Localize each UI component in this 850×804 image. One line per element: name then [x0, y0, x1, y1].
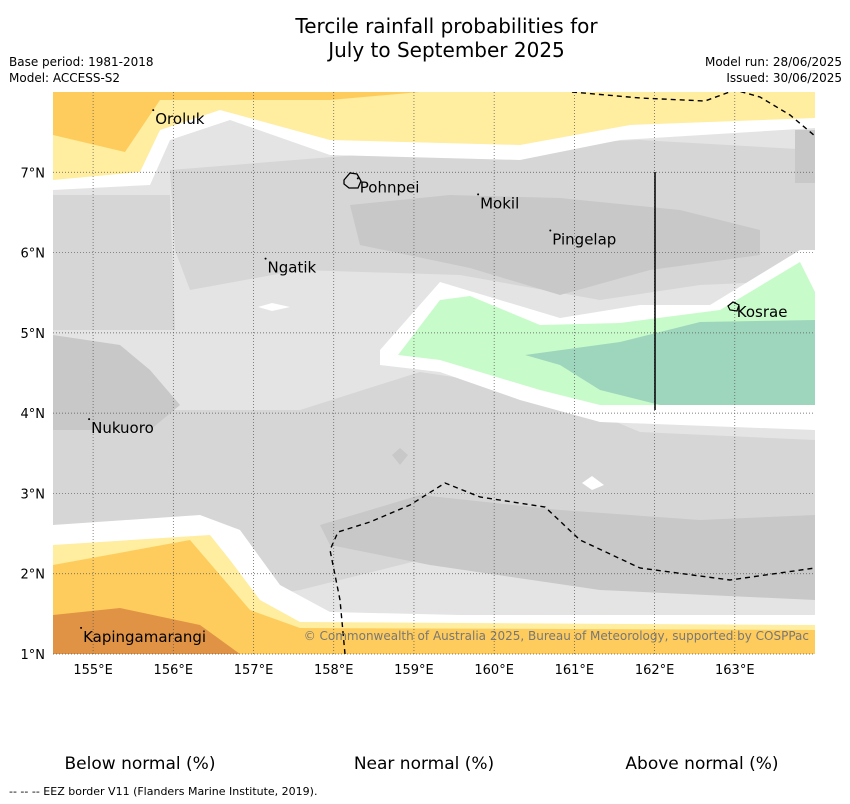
near-normal-60-field-mokil	[350, 195, 760, 295]
lat-tick-label: 5°N	[21, 327, 46, 342]
axis-ticks: 155°E 156°E 157°E 158°E 159°E 160°E 161°E 162°E…	[21, 166, 755, 678]
lat-tick-label: 2°N	[21, 568, 46, 583]
near-normal-60-field-east-south	[320, 495, 815, 600]
place-label: Kosrae	[737, 303, 788, 321]
place-labels: Oroluk Pohnpei Mokil Pingelap Ngatik Kosrae Nu…	[80, 109, 787, 646]
place-marker	[733, 301, 736, 304]
pohnpei-outline	[343, 172, 362, 189]
lon-tick-label: 159°E	[394, 663, 434, 678]
place-marker	[88, 418, 91, 421]
place-marker	[477, 193, 480, 196]
small-grey-patch	[392, 448, 408, 465]
lat-tick-label: 6°N	[21, 247, 46, 262]
below-normal-label: Below normal (%)	[64, 754, 216, 774]
lon-tick-label: 156°E	[154, 663, 194, 678]
lon-tick-label: 163°E	[715, 663, 755, 678]
eez-borders	[329, 92, 815, 654]
near-normal-label: Near normal (%)	[353, 754, 495, 774]
meta-left: Base period: 1981-2018 Model: ACCESS-S2	[9, 54, 154, 86]
below-normal-40-field-north	[53, 92, 815, 180]
near-normal-60-field-nukuoro	[53, 335, 180, 430]
place-label: Pohnpei	[360, 178, 420, 196]
base-period: Base period: 1981-2018	[9, 55, 154, 69]
eez-footnote: -- -- -- EEZ border V11 (Flanders Marine…	[9, 785, 318, 798]
model-run: Model run: 28/06/2025	[704, 55, 842, 69]
eez-border-north	[571, 92, 815, 137]
lon-tick-label: 161°E	[555, 663, 595, 678]
place-label: Nukuoro	[91, 419, 154, 437]
map-fields	[53, 92, 815, 654]
map-title: Tercile rainfall probabilities for July …	[0, 14, 850, 62]
ngatik-white-patch	[258, 303, 290, 311]
lat-tick-label: 4°N	[21, 407, 46, 422]
lat-tick-label: 3°N	[21, 487, 46, 502]
place-marker	[356, 177, 359, 180]
title-line-2: July to September 2025	[328, 38, 565, 62]
issued-date: Issued: 30/06/2025	[726, 71, 842, 85]
lon-tick-label: 155°E	[73, 663, 113, 678]
place-label: Mokil	[480, 194, 519, 212]
place-marker	[152, 109, 155, 112]
below-normal-50-field-south	[53, 540, 815, 654]
place-marker	[264, 257, 267, 260]
meta-right: Model run: 28/06/2025 Issued: 30/06/2025	[705, 54, 842, 86]
place-marker	[80, 626, 83, 629]
eez-border-south	[329, 482, 815, 654]
lon-tick-label: 160°E	[474, 663, 514, 678]
kosrae-outline	[727, 301, 740, 312]
place-marker	[549, 229, 552, 232]
above-normal-label: Above normal (%)	[625, 754, 779, 774]
lon-tick-label: 158°E	[314, 663, 354, 678]
lon-tick-label: 162°E	[635, 663, 675, 678]
below-normal-50-field-north	[53, 92, 420, 152]
above-normal-50-field	[525, 320, 815, 405]
graticule	[53, 92, 815, 655]
small-white-patch	[582, 476, 604, 490]
lat-tick-label: 1°N	[21, 648, 46, 663]
below-normal-60-field-south	[53, 608, 240, 654]
title-line-1: Tercile rainfall probabilities for	[295, 14, 598, 38]
lat-tick-label: 7°N	[21, 166, 46, 181]
place-label: Pingelap	[552, 231, 616, 249]
place-label: Oroluk	[155, 110, 204, 128]
place-label: Ngatik	[268, 259, 317, 277]
near-normal-60-field-east	[795, 130, 815, 183]
lon-tick-label: 157°E	[234, 663, 274, 678]
forecast-map: Oroluk Pohnpei Mokil Pingelap Ngatik Kosrae Nu…	[21, 92, 815, 678]
near-normal-50-field-west	[53, 195, 175, 330]
place-label: Kapingamarangi	[83, 628, 206, 646]
copyright-notice: © Commonwealth of Australia 2025, Bureau…	[304, 629, 809, 643]
model-name: Model: ACCESS-S2	[9, 71, 121, 85]
